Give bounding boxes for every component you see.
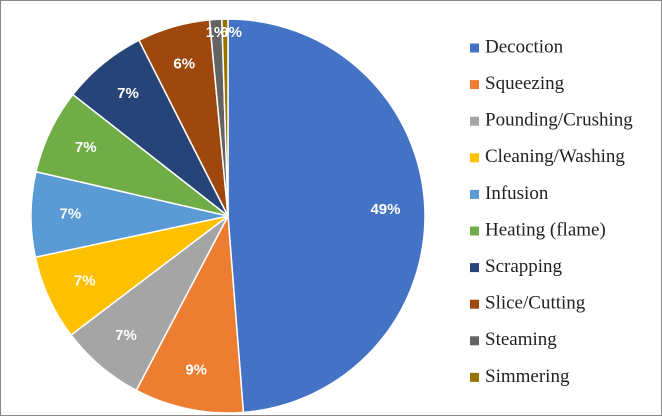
- legend: Decoction Squeezing Pounding/Crushing Clean…: [470, 36, 633, 387]
- data-label: 0%: [220, 24, 242, 41]
- legend-swatch: [470, 189, 479, 199]
- pie-slice: [221, 18, 229, 217]
- legend-label: Pounding/Crushing: [485, 110, 633, 131]
- pie-slice: [227, 18, 426, 414]
- pie: [30, 18, 426, 414]
- data-label: 1%: [206, 24, 228, 41]
- legend-swatch: [470, 116, 479, 126]
- data-label: 7%: [60, 206, 82, 223]
- legend-label: Decoction: [485, 36, 564, 57]
- data-label: 49%: [370, 201, 400, 218]
- data-label: 9%: [185, 361, 207, 378]
- legend-label: Squeezing: [485, 73, 565, 94]
- legend-label: Infusion: [485, 183, 549, 204]
- legend-label: Slice/Cutting: [485, 293, 586, 314]
- pie-slice: [135, 213, 245, 414]
- data-label: 7%: [115, 327, 137, 344]
- legend-swatch: [470, 226, 479, 236]
- legend-swatch: [470, 80, 479, 90]
- data-label: 7%: [75, 139, 97, 156]
- data-labels: 49% 9% 7% 7% 7% 7% 7% 6% 1%0%: [60, 24, 401, 379]
- data-label: 7%: [74, 273, 96, 290]
- legend-label: Steaming: [485, 329, 557, 350]
- legend-swatch: [470, 372, 479, 382]
- legend-swatch: [470, 153, 479, 163]
- legend-swatch: [470, 336, 479, 346]
- data-label: 7%: [117, 85, 139, 102]
- legend-label: Scrapping: [485, 256, 563, 277]
- legend-label: Heating (flame): [485, 219, 606, 240]
- legend-swatch: [470, 43, 479, 53]
- legend-swatch: [470, 263, 479, 273]
- data-label: 6%: [173, 56, 195, 73]
- legend-label: Simmering: [485, 366, 570, 387]
- legend-swatch: [470, 299, 479, 309]
- legend-label: Cleaning/Washing: [485, 146, 625, 167]
